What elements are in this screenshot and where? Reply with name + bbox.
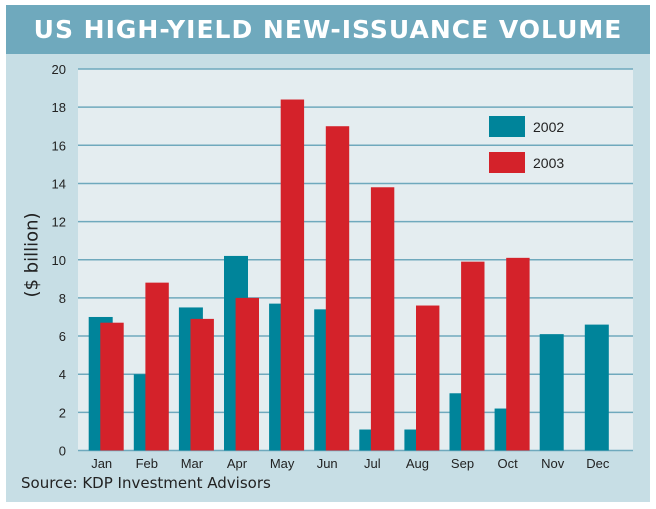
bar-2003-sep <box>461 261 485 451</box>
source-note: Source: KDP Investment Advisors <box>21 474 271 492</box>
x-tick-label: Jul <box>364 456 381 471</box>
legend-swatch-2003 <box>489 152 525 173</box>
bar-2003-apr <box>235 297 259 451</box>
y-tick-label: 0 <box>59 444 66 459</box>
bar-2003-may <box>280 99 305 451</box>
x-tick-label: Apr <box>227 456 248 471</box>
x-tick-label: Dec <box>586 456 610 471</box>
y-tick-label: 16 <box>52 138 66 153</box>
bar-2003-feb <box>145 282 169 451</box>
bar-2002-dec <box>584 324 609 451</box>
y-tick-label: 10 <box>52 253 66 268</box>
x-tick-label: Jun <box>317 456 338 471</box>
legend-label-2003: 2003 <box>533 155 564 171</box>
bar-2003-mar <box>190 318 214 451</box>
bar-2003-oct <box>506 257 530 451</box>
y-tick-label: 12 <box>52 215 66 230</box>
legend-swatch-2002 <box>489 116 525 137</box>
bar-2003-aug <box>416 305 440 451</box>
bar-2003-jul <box>370 187 395 451</box>
y-tick-label: 4 <box>59 367 66 382</box>
x-tick-label: Feb <box>136 456 158 471</box>
x-tick-label: Jan <box>91 456 112 471</box>
x-tick-label: Mar <box>181 456 204 471</box>
x-tick-label: Sep <box>451 456 474 471</box>
y-tick-labels: 0 2 4 6 8 10 12 14 16 18 20 <box>52 62 66 459</box>
y-tick-label: 6 <box>59 329 66 344</box>
y-tick-label: 18 <box>52 100 66 115</box>
x-tick-labels: Jan Feb Mar Apr May Jun Jul Aug Sep Oct Nov Dec <box>91 456 610 471</box>
x-tick-label: May <box>270 456 295 471</box>
x-tick-label: Oct <box>497 456 518 471</box>
bar-2003-jun <box>325 126 350 451</box>
x-tick-label: Aug <box>406 456 429 471</box>
y-tick-label: 8 <box>59 291 66 306</box>
y-tick-label: 20 <box>52 62 66 77</box>
bar-2002-nov <box>539 334 564 451</box>
y-tick-label: 2 <box>59 405 66 420</box>
y-tick-label: 14 <box>52 176 66 191</box>
bars <box>88 99 609 451</box>
bar-2003-jan <box>100 322 124 451</box>
legend-label-2002: 2002 <box>533 119 564 135</box>
chart-title: US HIGH-YIELD NEW-ISSUANCE VOLUME <box>6 5 650 54</box>
legend: 2002 2003 <box>489 116 564 173</box>
x-tick-label: Nov <box>541 456 565 471</box>
